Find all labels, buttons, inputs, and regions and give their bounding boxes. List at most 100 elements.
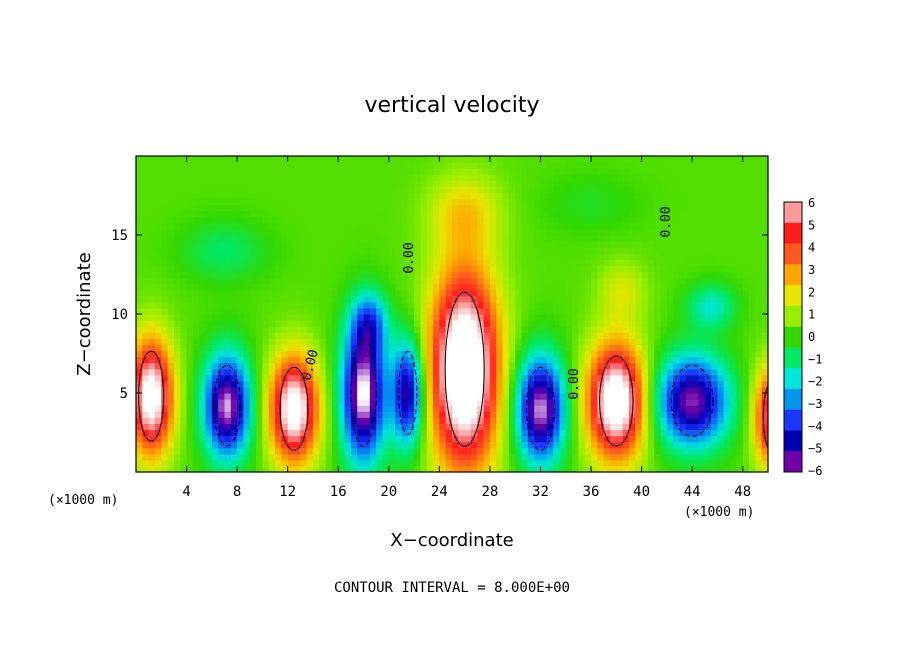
field-cell [382, 435, 390, 443]
field-cell [660, 380, 668, 388]
field-cell [647, 326, 655, 333]
field-cell [230, 307, 238, 315]
field-cell [515, 386, 523, 394]
field-cell [704, 289, 712, 297]
field-cell [344, 465, 352, 472]
field-cell [420, 174, 428, 181]
field-cell [452, 198, 459, 206]
field-cell [300, 289, 308, 297]
field-cell [565, 271, 573, 279]
field-cell [243, 204, 251, 212]
field-cell [369, 368, 377, 376]
field-cell [603, 447, 611, 455]
field-cell [464, 247, 472, 254]
field-cell [300, 314, 308, 321]
field-cell [325, 368, 333, 376]
field-cell [344, 247, 352, 254]
field-cell [230, 228, 238, 236]
field-cell [300, 338, 308, 345]
field-cell [186, 332, 194, 339]
field-cell [464, 423, 472, 431]
field-cell [622, 326, 630, 333]
field-cell [704, 156, 712, 163]
field-cell [243, 277, 251, 285]
field-cell [382, 374, 390, 382]
field-cell [502, 465, 510, 472]
field-cell [294, 453, 301, 461]
field-cell [395, 344, 403, 352]
field-cell [350, 393, 358, 400]
field-cell [224, 374, 232, 382]
field-cell [660, 174, 668, 181]
field-cell [376, 453, 384, 461]
field-cell [572, 307, 579, 315]
field-cell [635, 399, 643, 406]
field-cell [458, 393, 466, 400]
field-cell [325, 301, 333, 309]
field-cell [534, 241, 542, 248]
field-cell [199, 429, 207, 437]
field-cell [350, 180, 358, 187]
field-cell [641, 459, 649, 467]
field-cell [508, 435, 516, 443]
field-cell [540, 283, 548, 291]
field-cell [224, 198, 232, 206]
field-cell [698, 259, 706, 266]
field-cell [527, 411, 535, 418]
field-cell [527, 399, 535, 406]
field-cell [218, 320, 226, 327]
field-cell [218, 180, 226, 187]
field-cell [546, 265, 554, 273]
field-cell [344, 228, 352, 236]
field-cell [559, 162, 567, 169]
field-cell [395, 405, 403, 412]
field-cell [338, 393, 346, 400]
field-cell [294, 301, 301, 309]
field-cell [148, 314, 156, 321]
field-cell [717, 222, 725, 230]
field-cell [483, 447, 491, 455]
field-cell [148, 362, 156, 370]
field-cell [218, 326, 226, 333]
field-cell [452, 241, 459, 248]
field-cell [584, 247, 592, 254]
field-cell [483, 198, 491, 206]
field-cell [483, 307, 491, 315]
field-cell [180, 350, 188, 358]
field-cell [572, 168, 579, 175]
field-cell [224, 368, 232, 376]
field-cell [148, 216, 156, 224]
field-cell [306, 253, 314, 260]
field-cell [628, 259, 636, 266]
field-cell [515, 447, 523, 455]
field-cell [275, 441, 282, 449]
field-cell [262, 441, 270, 449]
field-cell [597, 344, 605, 352]
field-cell [376, 180, 384, 187]
field-cell [704, 320, 712, 327]
field-cell [350, 253, 358, 260]
field-cell [363, 253, 371, 260]
field-cell [243, 332, 251, 339]
field-cell [433, 441, 440, 449]
field-cell [281, 186, 289, 194]
field-cell [502, 386, 510, 394]
field-cell [540, 307, 548, 315]
field-cell [489, 301, 497, 309]
field-cell [685, 259, 693, 266]
field-cell [237, 271, 245, 279]
field-cell [249, 344, 257, 352]
field-cell [597, 423, 605, 431]
field-cell [357, 447, 365, 455]
field-cell [730, 210, 737, 218]
field-cell [211, 374, 219, 382]
field-cell [287, 198, 295, 206]
field-cell [154, 411, 162, 418]
field-cell [262, 435, 270, 443]
field-cell [553, 168, 561, 175]
field-cell [306, 393, 314, 400]
field-cell [711, 459, 719, 467]
field-cell [186, 265, 194, 273]
field-cell [230, 356, 238, 364]
field-cell [300, 216, 308, 224]
